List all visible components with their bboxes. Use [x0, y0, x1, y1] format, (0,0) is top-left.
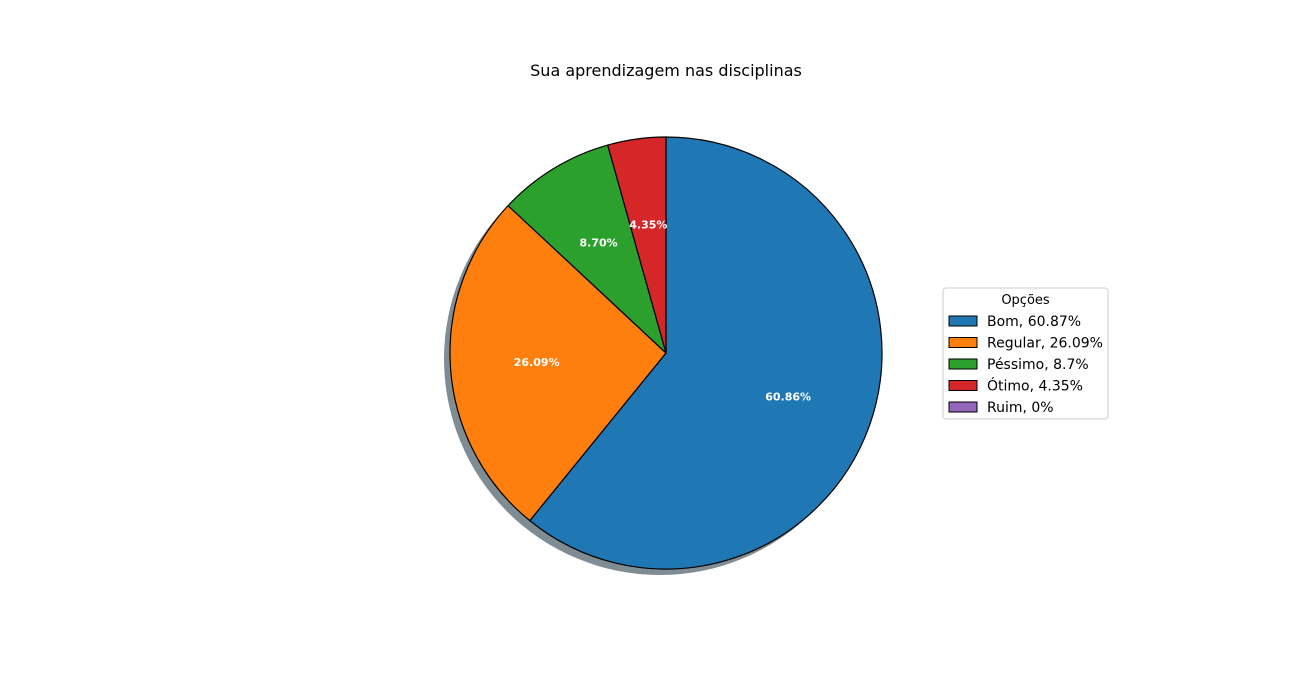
- pie-slice-labels: 60.86% 26.09% 8.70% 4.35%: [514, 219, 811, 404]
- legend-title: Opções: [1001, 293, 1050, 308]
- pie-slices: [449, 136, 883, 570]
- legend-entry-label: Péssimo, 8.7%: [987, 357, 1089, 373]
- legend-entry-label: Bom, 60.87%: [987, 314, 1081, 330]
- legend-swatch: [948, 315, 978, 327]
- legend: Opções Bom, 60.87% Regular, 26.09% Péssimo…: [942, 287, 1109, 420]
- legend-entry-label: Ruim, 0%: [987, 400, 1054, 416]
- legend-swatch: [948, 401, 978, 413]
- chart-title: Sua aprendizagem nas disciplinas: [530, 61, 802, 80]
- legend-frame: [942, 287, 1109, 420]
- legend-swatch: [948, 358, 978, 370]
- legend-entries: Bom, 60.87% Regular, 26.09% Péssimo, 8.7% Ó…: [948, 314, 1103, 416]
- slice-label: 4.35%: [629, 219, 667, 232]
- legend-entry-label: Regular, 26.09%: [987, 336, 1103, 352]
- legend-entry-label: Ótimo, 4.35%: [987, 377, 1083, 395]
- slice-label: 26.09%: [514, 356, 560, 369]
- legend-swatch: [948, 380, 978, 391]
- pie-slice-regular: [449, 205, 667, 522]
- legend-swatch: [948, 337, 978, 348]
- pie-slice-bom: [529, 136, 883, 570]
- pie-slice-pessimo: [507, 144, 667, 354]
- pie-slice-otimo: [607, 136, 667, 354]
- slice-label: 60.86%: [765, 390, 811, 403]
- slice-label: 8.70%: [580, 236, 618, 249]
